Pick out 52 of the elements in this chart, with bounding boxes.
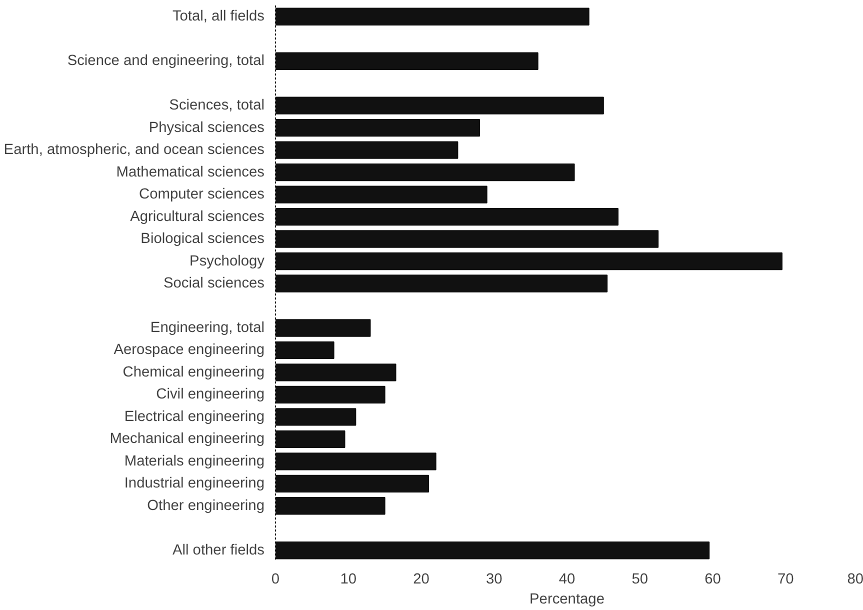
bar <box>276 452 436 470</box>
y-tick-label: Industrial engineering <box>124 476 265 492</box>
bar <box>276 252 782 270</box>
bar <box>276 186 488 204</box>
x-tick-label: 30 <box>486 572 502 588</box>
bar <box>276 341 334 360</box>
bar <box>276 118 480 137</box>
y-tick-label: Social sciences <box>163 276 265 292</box>
x-tick-label: 0 <box>271 572 280 588</box>
y-tick-label: Electrical engineering <box>124 408 265 425</box>
y-tick-label: Sciences, total <box>169 98 265 114</box>
bar <box>276 497 386 515</box>
y-tick-label: Mathematical sciences <box>116 164 265 180</box>
y-tick-label: Computer sciences <box>139 186 265 203</box>
bar <box>276 430 346 448</box>
y-tick-label: Physical sciences <box>148 120 265 136</box>
y-tick-label: Biological sciences <box>140 231 264 248</box>
bar <box>276 274 608 292</box>
y-tick-label: All other fields <box>172 542 265 558</box>
y-tick-label: Agricultural sciences <box>130 208 264 225</box>
y-tick-label: Aerospace engineering <box>114 342 265 358</box>
bar <box>276 96 604 114</box>
y-tick-label: Earth, atmospheric, and ocean sciences <box>4 142 265 158</box>
bar <box>276 141 458 159</box>
y-tick-label: Other engineering <box>147 498 265 514</box>
y-tick-label: Civil engineering <box>156 386 265 403</box>
bar <box>276 474 430 492</box>
x-tick-label: 80 <box>847 572 863 588</box>
bar <box>276 386 386 404</box>
y-tick-label: Science and engineering, total <box>67 53 264 70</box>
x-tick-label: 10 <box>340 572 357 588</box>
bar <box>276 163 575 182</box>
bar <box>276 52 538 70</box>
bar <box>276 408 356 426</box>
y-tick-label: Engineering, total <box>150 320 265 336</box>
bar <box>276 208 619 226</box>
y-tick-label: Psychology <box>190 253 266 270</box>
x-axis-title: Percentage <box>530 592 604 608</box>
bar <box>276 230 659 248</box>
x-tick-label: 60 <box>704 572 721 588</box>
x-tick-label: 40 <box>558 572 576 588</box>
y-tick-label: Mechanical engineering <box>110 431 265 448</box>
y-tick-label: Materials engineering <box>124 453 265 470</box>
x-tick-label: 70 <box>777 572 794 588</box>
x-tick-label: 50 <box>632 572 648 588</box>
bar <box>276 364 396 382</box>
y-tick-label: Chemical engineering <box>122 364 265 380</box>
bar <box>276 319 371 337</box>
y-tick-label: Total, all fields <box>172 8 265 25</box>
bar <box>276 8 590 26</box>
x-tick-label: 20 <box>413 572 430 588</box>
bar <box>276 542 710 560</box>
